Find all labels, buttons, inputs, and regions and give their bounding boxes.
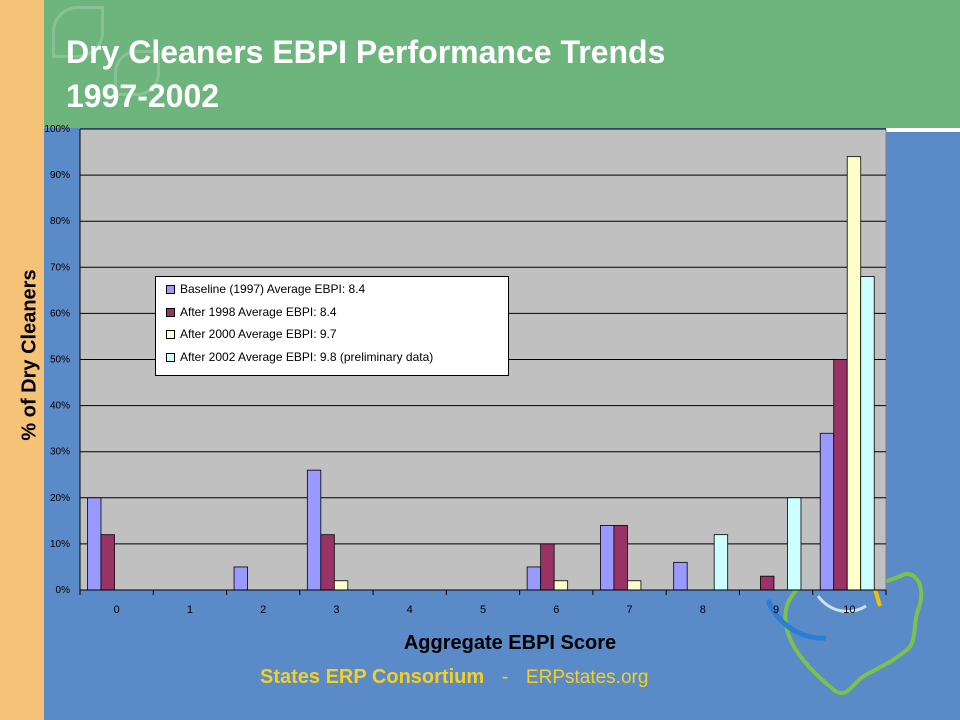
slide-title-line-2: 1997-2002: [66, 78, 220, 114]
legend-item: After 2002 Average EBPI: 9.8 (preliminar…: [166, 349, 508, 373]
y-tick-label: 10%: [50, 539, 70, 550]
header-band: [44, 0, 960, 128]
y-tick-label: 100%: [44, 124, 70, 135]
y-tick-label: 30%: [50, 447, 70, 458]
leaf-watermark: [52, 6, 104, 58]
y-tick-label: 0%: [56, 585, 71, 596]
bars: [87, 156, 875, 591]
bar: [860, 276, 875, 591]
legend-swatch: [166, 285, 175, 294]
chart-legend: Baseline (1997) Average EBPI: 8.4 After …: [155, 276, 509, 376]
legend-swatch: [166, 307, 175, 317]
bar: [787, 497, 802, 591]
bar: [553, 580, 569, 591]
legend-label: After 2000 Average EBPI: 9.7: [180, 327, 337, 341]
bar: [306, 469, 322, 591]
legend-label: After 1998 Average EBPI: 8.4: [180, 304, 337, 319]
x-tick-label: 0: [114, 604, 120, 616]
y-axis-label: % of Dry Cleaners: [18, 269, 41, 441]
legend-label: After 2002 Average EBPI: 9.8 (preliminar…: [180, 349, 434, 364]
bar: [613, 525, 628, 591]
x-tick-label: 4: [407, 604, 413, 616]
header-rule: [886, 128, 960, 132]
bar: [320, 534, 335, 591]
x-axis-ticks: 0 1 2 3 4 5 6 7 8 9 10: [79, 590, 887, 616]
x-tick-label: 2: [260, 604, 266, 616]
y-tick-label: 70%: [50, 262, 70, 273]
x-tick-label: 3: [333, 604, 339, 616]
bar: [819, 432, 835, 591]
x-tick-label: 8: [700, 604, 706, 616]
footer-separator: -: [501, 666, 509, 688]
legend-item: After 2000 Average EBPI: 9.7: [166, 327, 508, 350]
y-tick-label: 40%: [50, 401, 70, 412]
legend-item: After 1998 Average EBPI: 8.4: [166, 304, 508, 328]
legend-label: Baseline (1997) Average EBPI: 8.4: [180, 282, 366, 296]
y-tick-label: 90%: [50, 170, 70, 181]
bar: [833, 359, 848, 591]
bar: [846, 156, 862, 591]
y-tick-label: 50%: [50, 355, 70, 366]
y-tick-label: 80%: [50, 216, 70, 227]
x-tick-label: 10: [843, 604, 855, 616]
slide-title-line-1: Dry Cleaners EBPI Performance Trends: [66, 34, 666, 70]
y-axis-ticks: 0% 10% 20% 30% 40% 50% 60% 70% 80% 90% 100%: [44, 124, 70, 596]
bar: [627, 580, 642, 591]
left-accent-band: [0, 0, 44, 720]
x-axis-label: Aggregate EBPI Score: [403, 632, 617, 654]
x-tick-label: 6: [553, 604, 559, 616]
x-tick-label: 5: [480, 604, 486, 616]
legend-swatch: [166, 352, 175, 362]
footer-url: ERPstates.org: [525, 667, 649, 688]
bar: [526, 566, 542, 591]
x-tick-label: 1: [187, 604, 193, 616]
bar: [233, 566, 248, 591]
bar: [760, 575, 775, 591]
bar: [600, 525, 615, 591]
bar: [100, 534, 115, 591]
bar: [713, 534, 729, 591]
legend-swatch: [166, 330, 175, 339]
y-tick-label: 20%: [50, 493, 70, 504]
footer-org: States ERP Consortium: [260, 666, 485, 688]
footer: States ERP Consortium - ERPstates.org: [260, 666, 648, 689]
x-tick-label: 7: [626, 604, 632, 616]
bar: [673, 561, 688, 591]
bar: [87, 497, 102, 591]
legend-item: Baseline (1997) Average EBPI: 8.4: [166, 282, 508, 305]
slide-title: Dry Cleaners EBPI Performance Trends 199…: [66, 30, 866, 118]
bar: [540, 543, 555, 591]
x-tick-label: 9: [773, 604, 779, 616]
leaf-watermark: [114, 50, 160, 96]
y-tick-label: 60%: [50, 308, 70, 319]
bar: [333, 580, 349, 591]
